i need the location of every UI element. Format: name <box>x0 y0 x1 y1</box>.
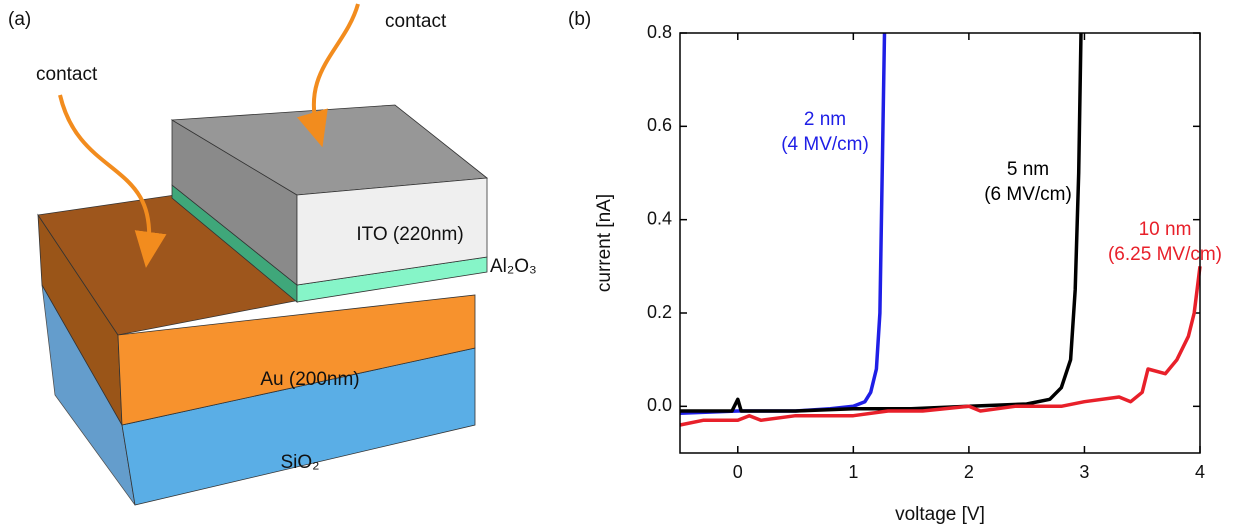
data-line <box>679 266 1202 427</box>
contact-label: contact <box>385 11 447 32</box>
panel-label: (a) <box>8 9 31 30</box>
plot-frame <box>679 32 1201 454</box>
x-tick-label: 1 <box>848 462 858 482</box>
layer-label: Al₂O₃ <box>490 256 537 277</box>
device-diagram <box>37 104 489 506</box>
contact-arrow <box>58 94 167 268</box>
series-label: (6 MV/cm) <box>984 184 1072 205</box>
y-tick-label: 0.6 <box>647 115 672 135</box>
au-front <box>117 294 476 426</box>
x-axis-label: voltage [V] <box>895 504 985 525</box>
chart: (b) voltage [V] current [nA] 0 1 2 3 4 0.0 0.2… <box>568 9 1222 525</box>
layer-label: Au (200nm) <box>260 369 359 390</box>
layer-label: ITO (220nm) <box>356 224 463 245</box>
y-tick-label: 0.0 <box>647 395 672 415</box>
contact-label: contact <box>36 64 98 85</box>
y-tick-label: 0.8 <box>647 22 672 42</box>
y-axis-label: current [nA] <box>594 194 615 292</box>
x-tick-label: 2 <box>964 462 974 482</box>
series-label: 2 nm <box>804 109 846 130</box>
x-tick-label: 0 <box>733 462 743 482</box>
data-line <box>679 32 887 416</box>
x-tick-label: 3 <box>1079 462 1089 482</box>
layer-label: SiO₂ <box>280 452 319 473</box>
y-tick-label: 0.2 <box>647 302 672 322</box>
series-label: 5 nm <box>1007 159 1049 180</box>
series-label: (6.25 MV/cm) <box>1108 244 1222 265</box>
ito-front <box>296 177 488 286</box>
panel-label: (b) <box>568 9 591 30</box>
contact-arrow <box>297 3 360 148</box>
x-tick-label: 4 <box>1195 462 1205 482</box>
y-tick-label: 0.4 <box>647 208 672 228</box>
series-label: (4 MV/cm) <box>781 134 869 155</box>
series-label: 10 nm <box>1139 219 1192 240</box>
